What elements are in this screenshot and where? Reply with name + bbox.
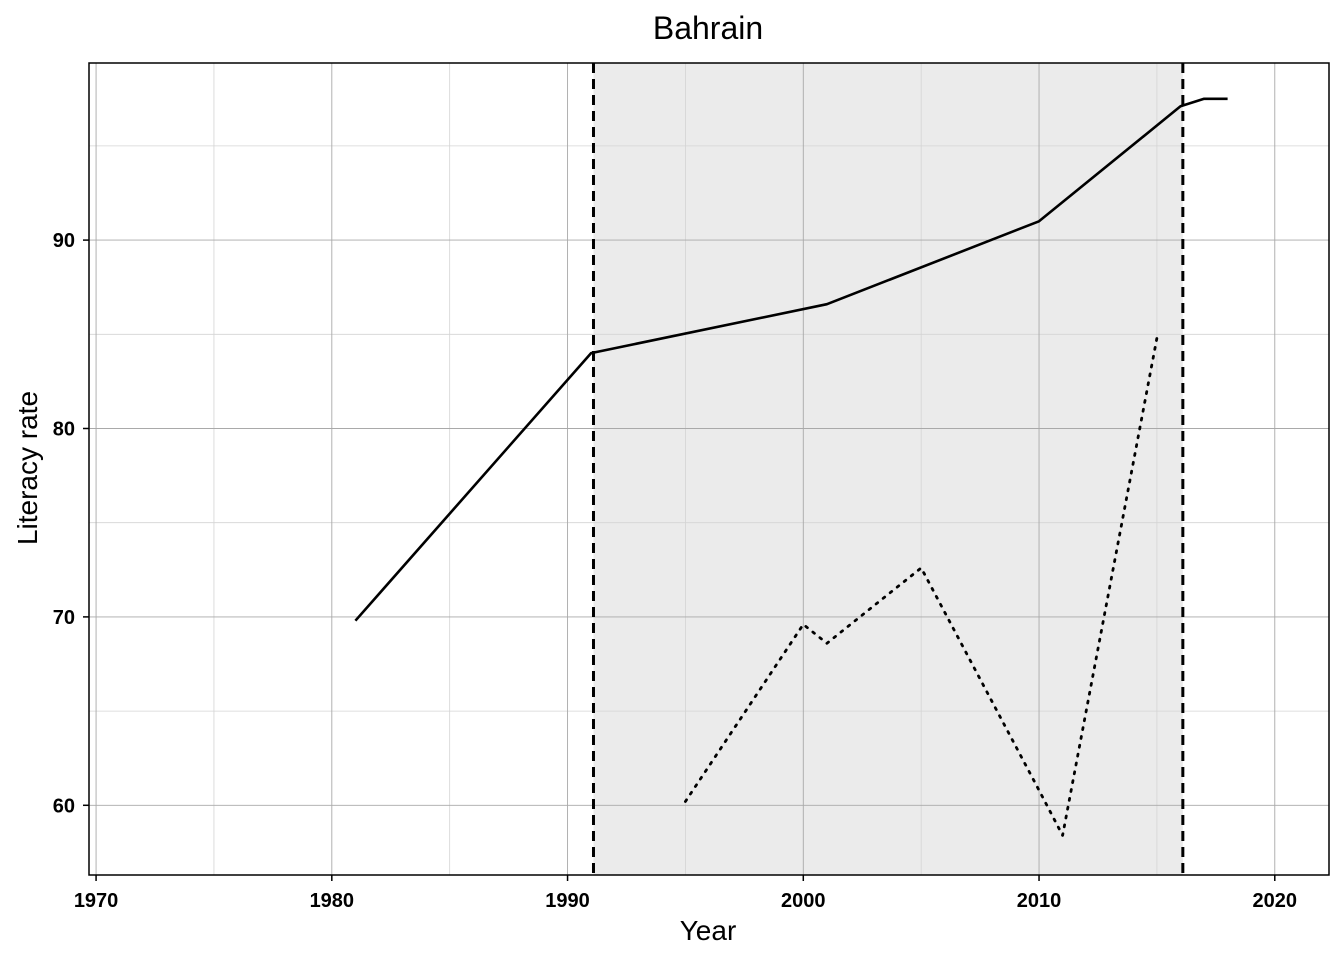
y-tick-label: 60 <box>53 795 75 817</box>
dotted-series-line <box>684 336 1159 837</box>
y-axis-title: Literacy rate <box>12 391 43 545</box>
x-axis-title: Year <box>680 915 737 946</box>
y-tick-label: 90 <box>53 230 75 252</box>
shaded-region-layer <box>593 63 1183 875</box>
y-axis-ticks: 60 70 80 90 <box>53 230 89 817</box>
x-tick-label: 2010 <box>1017 890 1062 912</box>
x-tick-label: 2000 <box>781 890 826 912</box>
x-axis-ticks: 1970 1980 1990 2000 2010 2020 <box>74 875 1297 912</box>
shaded-region <box>593 63 1183 875</box>
plot-frame <box>88 62 1330 876</box>
x-tick-label: 2020 <box>1253 890 1298 912</box>
x-tick-label: 1990 <box>545 890 590 912</box>
grid-layer <box>89 63 1329 875</box>
y-tick-label: 70 <box>53 607 75 629</box>
x-tick-label: 1980 <box>310 890 355 912</box>
series-layer <box>354 97 1228 837</box>
solid-series-line <box>354 97 1228 622</box>
chart-title: Bahrain <box>653 10 763 46</box>
y-tick-label: 80 <box>53 418 75 440</box>
vertical-lines-layer <box>591 63 1185 875</box>
x-tick-label: 1970 <box>74 890 119 912</box>
